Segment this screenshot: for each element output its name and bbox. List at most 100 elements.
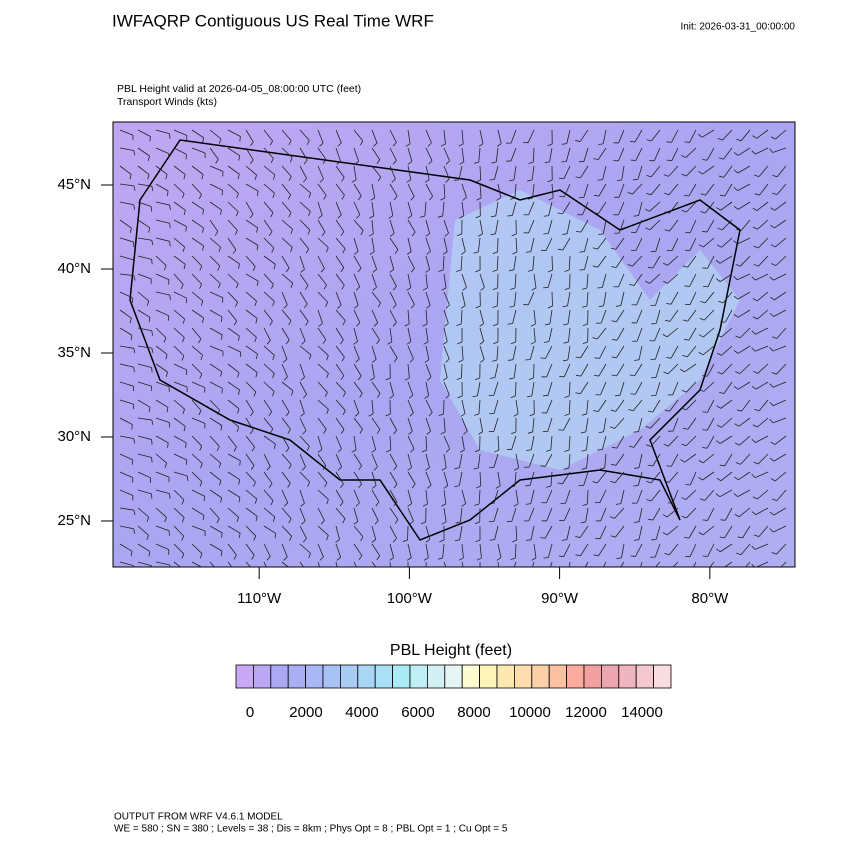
wind-barb-flag [736, 571, 741, 573]
wind-barb-flag [134, 566, 135, 571]
colorbar-box [236, 665, 253, 688]
wind-barb-flag [611, 573, 616, 574]
wind-barb-flag [240, 136, 241, 141]
wind-barb-flag [631, 556, 636, 557]
wind-barb-flag [541, 358, 546, 359]
subtitle: PBL Height valid at 2026-04-05_08:00:00 … [117, 83, 361, 95]
colorbar-box [445, 665, 462, 688]
lon-label: 110°W [237, 590, 282, 607]
wind-barb-flag [489, 180, 494, 181]
wind-barb-flag [204, 569, 205, 574]
colorbar-box [358, 665, 375, 688]
lat-label: 30°N [57, 428, 91, 445]
wind-barb-flag [335, 576, 339, 579]
footer: OUTPUT FROM WRF V4.6.1 MODEL [114, 812, 283, 823]
wind-barb-flag [170, 494, 171, 499]
colorbar-box [340, 665, 357, 688]
wind-barb-flag [667, 142, 672, 143]
wind-barb-flag [305, 573, 308, 577]
title: IWFAQRP Contiguous US Real Time WRF [112, 11, 434, 30]
wind-barb-flag [186, 154, 187, 159]
wind-barb-flag [217, 573, 219, 577]
colorbar-title: PBL Height (feet) [390, 642, 512, 659]
wind-barb-flag [267, 575, 270, 579]
colorbar-box [393, 665, 410, 688]
wind-barb-flag [151, 566, 152, 571]
wind-barb-flag [184, 571, 185, 576]
lat-label: 40°N [57, 260, 91, 277]
colorbar-box [253, 665, 270, 688]
wind-barb-flag [150, 136, 151, 141]
wind-barb-flag [186, 226, 187, 231]
colorbar-label: 4000 [345, 704, 378, 721]
colorbar-label: 0 [246, 704, 254, 721]
wind-barb-flag [525, 360, 530, 361]
colorbar-box [497, 665, 514, 688]
lat-label: 35°N [57, 344, 91, 361]
colorbar-box [288, 665, 305, 688]
wind-barb-flag [576, 574, 581, 575]
wind-barb-flag [633, 576, 638, 577]
wind-barb-flag [318, 575, 322, 578]
wind-barb-flag [646, 571, 651, 573]
wind-barb-flag [685, 142, 690, 143]
colorbar-box [584, 665, 601, 688]
footer: WE = 580 ; SN = 380 ; Levels = 38 ; Dis … [114, 824, 508, 835]
colorbar-box [636, 665, 653, 688]
wind-barb-flag [597, 450, 602, 451]
wind-barb [552, 256, 553, 270]
colorbar-label: 10000 [509, 704, 551, 721]
wind-barb-flag [357, 575, 360, 579]
subtitle: Transport Winds (kts) [117, 96, 217, 108]
lat-label: 25°N [57, 512, 91, 529]
wind-barb-flag [703, 520, 708, 521]
wind-barb-flag [422, 576, 427, 578]
colorbar-box [427, 665, 444, 688]
wind-barb-flag [595, 574, 600, 575]
wind-barb-flag [234, 573, 237, 577]
colorbar-box [532, 665, 549, 688]
wind-barb-flag [564, 576, 569, 577]
wind-barb-flag [685, 286, 690, 287]
wind-barb-flag [291, 571, 292, 576]
colorbar-box [567, 665, 584, 688]
colorbar-label: 14000 [621, 704, 663, 721]
wind-barb [515, 382, 516, 396]
wind-barb-flag [543, 558, 548, 559]
wind-barb-flag [561, 162, 566, 163]
colorbar-box [654, 665, 671, 688]
wind-barb-flag [772, 570, 777, 572]
colorbar-box [549, 665, 566, 688]
colorbar-box [323, 665, 340, 688]
wind-barb-flag [378, 573, 381, 577]
colorbar-label: 12000 [565, 704, 607, 721]
wind-barb-flag [664, 570, 669, 572]
wind-barb-flag [597, 288, 602, 289]
wind-barb-flag [701, 572, 706, 573]
wind-barb-flag [387, 576, 391, 578]
colorbar-box [410, 665, 427, 688]
wind-barb-flag [595, 358, 600, 359]
colorbar-label: 8000 [457, 704, 490, 721]
lat-label: 45°N [57, 176, 91, 193]
init-time: Init: 2026-03-31_00:00:00 [680, 22, 795, 33]
colorbar-box [514, 665, 531, 688]
wind-barb [552, 292, 553, 306]
colorbar-label: 6000 [401, 704, 434, 721]
wind-barb-flag [476, 576, 481, 578]
colorbar-box [375, 665, 392, 688]
lon-label: 100°W [387, 590, 433, 607]
wind-barb-flag [495, 576, 499, 578]
map [113, 122, 795, 578]
lon-label: 80°W [691, 590, 729, 607]
wind-barb-flag [445, 575, 449, 578]
wind-barb-flag [461, 576, 465, 579]
wind-barb-flag [716, 567, 720, 570]
wind-barb-flag [403, 576, 408, 578]
colorbar-box [480, 665, 497, 688]
lon-label: 90°W [541, 590, 579, 607]
wind-barb-flag [152, 440, 153, 445]
colorbar-box [601, 665, 618, 688]
wind-barb-flag [543, 233, 548, 234]
